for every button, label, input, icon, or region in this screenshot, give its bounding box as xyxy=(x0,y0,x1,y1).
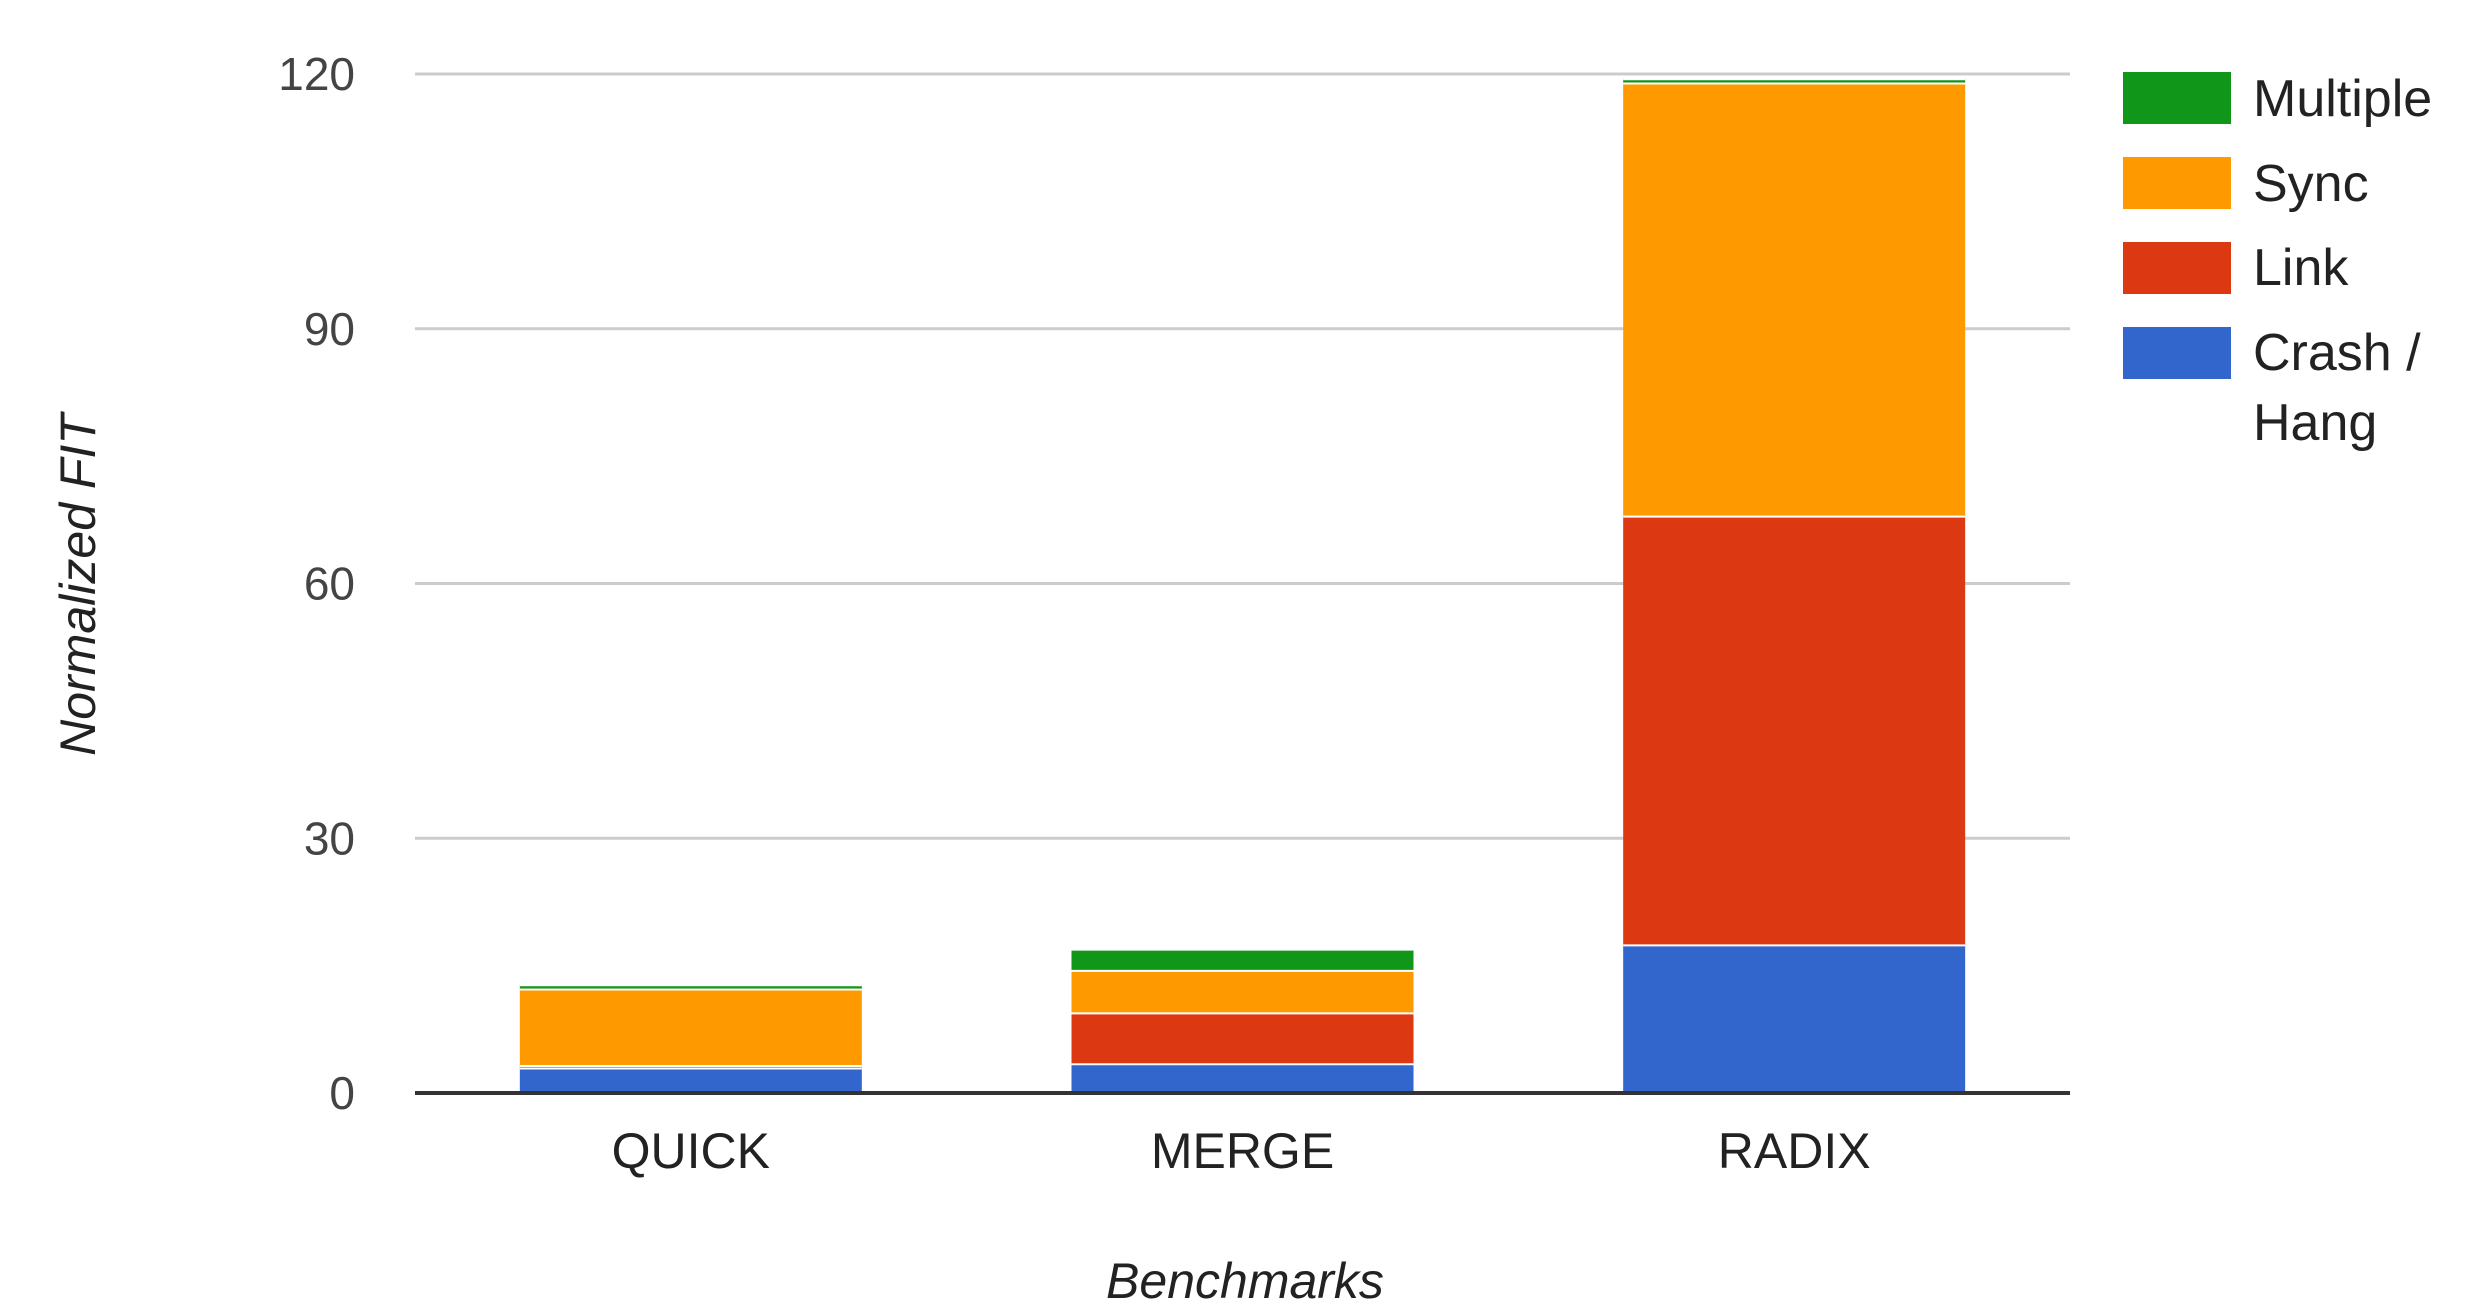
x-tick-label: QUICK xyxy=(612,1123,770,1179)
x-tick-label: RADIX xyxy=(1718,1123,1871,1179)
bars xyxy=(519,76,1966,1093)
legend-label: Link xyxy=(2253,239,2349,297)
legend-label: Hang xyxy=(2253,394,2377,452)
y-tick-label: 120 xyxy=(278,48,355,100)
legend: Multiple Sync Link Crash / Hang xyxy=(2123,70,2432,452)
legend-label: Multiple xyxy=(2253,70,2432,128)
y-tick-label: 0 xyxy=(329,1067,355,1119)
bar-segment xyxy=(1623,78,1966,83)
bar-segment xyxy=(519,1067,862,1093)
bar-segment xyxy=(1071,969,1414,1013)
y-tick-label: 90 xyxy=(304,303,355,355)
y-axis-title: Normalized FIT xyxy=(50,411,106,756)
bar-segment xyxy=(519,988,862,1065)
y-tick-label: 60 xyxy=(304,558,355,610)
legend-swatch xyxy=(2123,72,2231,124)
x-axis-title: Benchmarks xyxy=(1106,1253,1384,1309)
bar-segment xyxy=(1071,1063,1414,1093)
legend-swatch xyxy=(2123,242,2231,294)
legend-swatch xyxy=(2123,157,2231,209)
bar-segment xyxy=(1071,948,1414,970)
bar-segment xyxy=(1623,82,1966,516)
bar-segment xyxy=(1071,1012,1414,1064)
legend-label: Crash / xyxy=(2253,324,2421,382)
bar-segment xyxy=(519,984,862,989)
bar-segment xyxy=(1623,944,1966,1093)
legend-swatch xyxy=(2123,327,2231,379)
x-tick-label: MERGE xyxy=(1151,1123,1334,1179)
y-tick-label: 30 xyxy=(304,812,355,864)
axes: 0 30 60 90 120 QUICK MERGE RADIX xyxy=(278,48,2070,1179)
legend-label: Sync xyxy=(2253,155,2369,213)
bar-segment xyxy=(1623,515,1966,945)
